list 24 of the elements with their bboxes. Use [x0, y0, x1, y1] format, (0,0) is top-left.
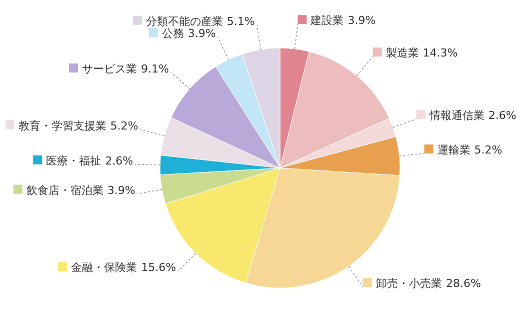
legend-label: 運輸業: [437, 143, 470, 156]
legend-label: 飲食店・宿泊業: [26, 184, 104, 197]
data-label: 5.2%: [474, 143, 502, 156]
legend-label: 情報通信業: [428, 108, 484, 122]
legend-label: 公務: [162, 26, 184, 40]
legend-label: 教育・学習支援業: [18, 119, 106, 132]
data-label: 3.9%: [188, 26, 216, 40]
legend-label: 卸売・小売業: [376, 276, 442, 290]
data-label: 5.1%: [226, 14, 255, 28]
data-label: 5.2%: [110, 119, 138, 132]
data-label: 2.6%: [488, 108, 516, 122]
data-label: 14.3%: [422, 46, 458, 60]
data-label: 3.9%: [107, 184, 136, 197]
legend-label: 製造業: [386, 46, 419, 60]
data-label: 15.6%: [141, 261, 176, 274]
data-label: 9.1%: [140, 62, 169, 76]
data-label: 3.9%: [348, 14, 376, 28]
data-label: 28.6%: [446, 276, 481, 290]
data-label: 2.6%: [105, 154, 134, 168]
legend-label: 建設業: [310, 14, 344, 28]
legend-label: 金融・保険業: [71, 261, 138, 274]
legend-label: 医療・福祉: [46, 154, 102, 168]
legend-label: 分類不能の産業: [146, 14, 223, 28]
legend-label: サービス業: [82, 62, 137, 76]
